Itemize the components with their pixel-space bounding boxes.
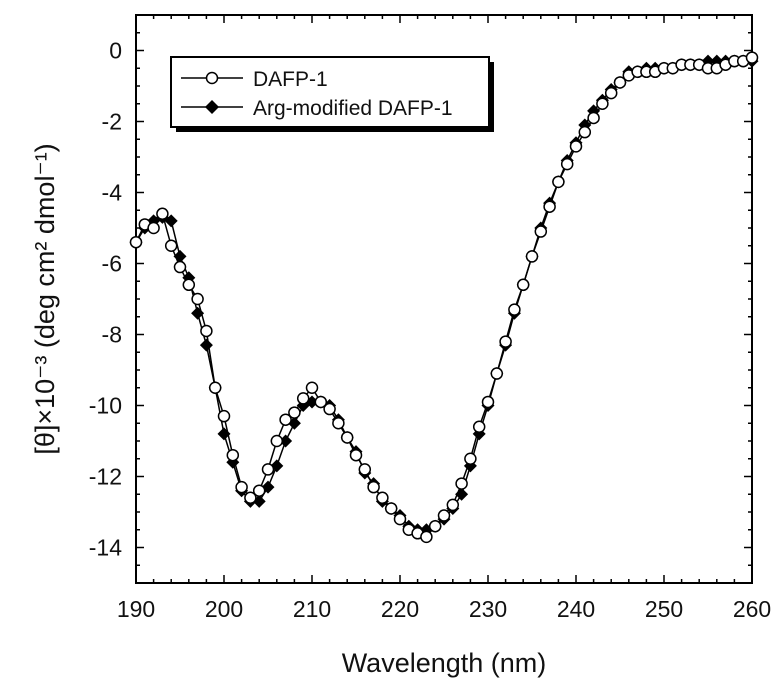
data-point-dafp1: [191, 292, 204, 306]
data-point-dafp1: [745, 51, 759, 64]
data-point-dafp1: [147, 221, 160, 235]
data-point-dafp1: [376, 491, 389, 505]
data-point-dafp1: [252, 484, 266, 497]
data-point-dafp1: [543, 200, 556, 213]
x-tick-label: 260: [733, 596, 771, 622]
data-point-arg-dafp1: [164, 214, 178, 228]
legend: DAFP-1 Arg-modified DAFP-1: [170, 56, 494, 132]
data-point-dafp1: [270, 434, 284, 448]
data-point-dafp1: [499, 335, 512, 348]
data-point-dafp1: [446, 498, 460, 512]
axis-ticks: [135, 15, 753, 583]
data-point-arg-dafp1: [252, 494, 266, 508]
data-point-dafp1: [208, 381, 222, 394]
x-tick-label: 190: [117, 596, 155, 622]
data-point-dafp1: [508, 303, 521, 316]
data-point-dafp1: [569, 140, 583, 153]
data-point-dafp1: [261, 463, 275, 476]
data-point-dafp1: [578, 125, 592, 139]
legend-marker-arg-dafp1: [205, 100, 219, 114]
data-point-dafp1: [226, 448, 240, 462]
data-point-arg-dafp1: [279, 434, 293, 448]
x-tick-label: 230: [469, 596, 507, 622]
data-point-dafp1: [596, 97, 609, 110]
y-tick-label: -6: [102, 251, 122, 277]
data-point-dafp1: [173, 260, 187, 274]
x-tick-label: 200: [205, 596, 243, 622]
x-tick-label: 240: [557, 596, 595, 622]
data-point-dafp1: [525, 250, 539, 263]
data-point-dafp1: [420, 530, 433, 544]
data-point-dafp1: [314, 395, 328, 409]
x-tick-label: 220: [381, 596, 419, 622]
data-point-dafp1: [613, 76, 627, 89]
y-tick-label: -2: [102, 109, 122, 135]
data-point-dafp1: [587, 111, 600, 125]
data-point-dafp1: [200, 324, 213, 338]
legend-marker-dafp1: [205, 71, 219, 85]
data-point-dafp1: [288, 406, 301, 419]
y-axis-title: [θ]×10⁻³ (deg cm² dmol⁻¹): [30, 143, 60, 454]
data-point-dafp1: [279, 413, 292, 426]
data-point-dafp1: [472, 420, 486, 434]
data-point-dafp1: [182, 278, 196, 292]
data-point-dafp1: [604, 86, 618, 100]
data-point-dafp1: [367, 480, 380, 494]
data-point-dafp1: [437, 509, 451, 522]
series-layer: [129, 51, 759, 544]
data-point-dafp1: [464, 452, 477, 465]
y-tick-label: -4: [102, 180, 123, 206]
data-point-dafp1: [516, 278, 530, 292]
data-point-dafp1: [235, 480, 248, 494]
data-point-dafp1: [428, 519, 442, 533]
data-point-dafp1: [481, 395, 495, 409]
data-point-dafp1: [349, 448, 363, 462]
x-axis-title: Wavelength (nm): [342, 648, 547, 678]
data-point-dafp1: [156, 207, 169, 221]
y-tick-label: -14: [89, 535, 122, 561]
data-point-dafp1: [455, 477, 468, 490]
data-point-dafp1: [332, 417, 345, 430]
data-point-dafp1: [552, 175, 565, 189]
data-point-dafp1: [244, 491, 257, 505]
data-point-dafp1: [217, 409, 231, 423]
data-point-dafp1: [560, 157, 574, 171]
axis-tick-labels: 190 200 210 220 230 240 250 260 0 -2 -4 -6 -8 -10 -12 -…: [89, 38, 771, 623]
data-point-dafp1: [340, 431, 354, 444]
data-point-dafp1: [164, 239, 178, 252]
data-point-dafp1: [305, 381, 319, 394]
data-point-dafp1: [129, 235, 143, 249]
x-tick-label: 210: [293, 596, 331, 622]
data-point-dafp1: [490, 367, 504, 380]
legend-label-dafp1: DAFP-1: [253, 68, 328, 91]
data-point-dafp1: [296, 392, 310, 405]
y-tick-label: -12: [89, 464, 122, 490]
legend-box: [170, 56, 490, 128]
x-tick-label: 250: [645, 596, 683, 622]
y-tick-label: -8: [102, 322, 122, 348]
data-point-arg-dafp1: [199, 338, 213, 352]
y-tick-label: -10: [89, 393, 122, 419]
data-point-dafp1: [323, 402, 336, 416]
y-tick-label: 0: [109, 38, 122, 64]
data-point-dafp1: [393, 512, 407, 526]
data-point-dafp1: [534, 225, 548, 238]
data-point-dafp1: [384, 502, 398, 515]
data-point-dafp1: [358, 463, 372, 476]
legend-label-arg-dafp1: Arg-modified DAFP-1: [253, 97, 453, 120]
